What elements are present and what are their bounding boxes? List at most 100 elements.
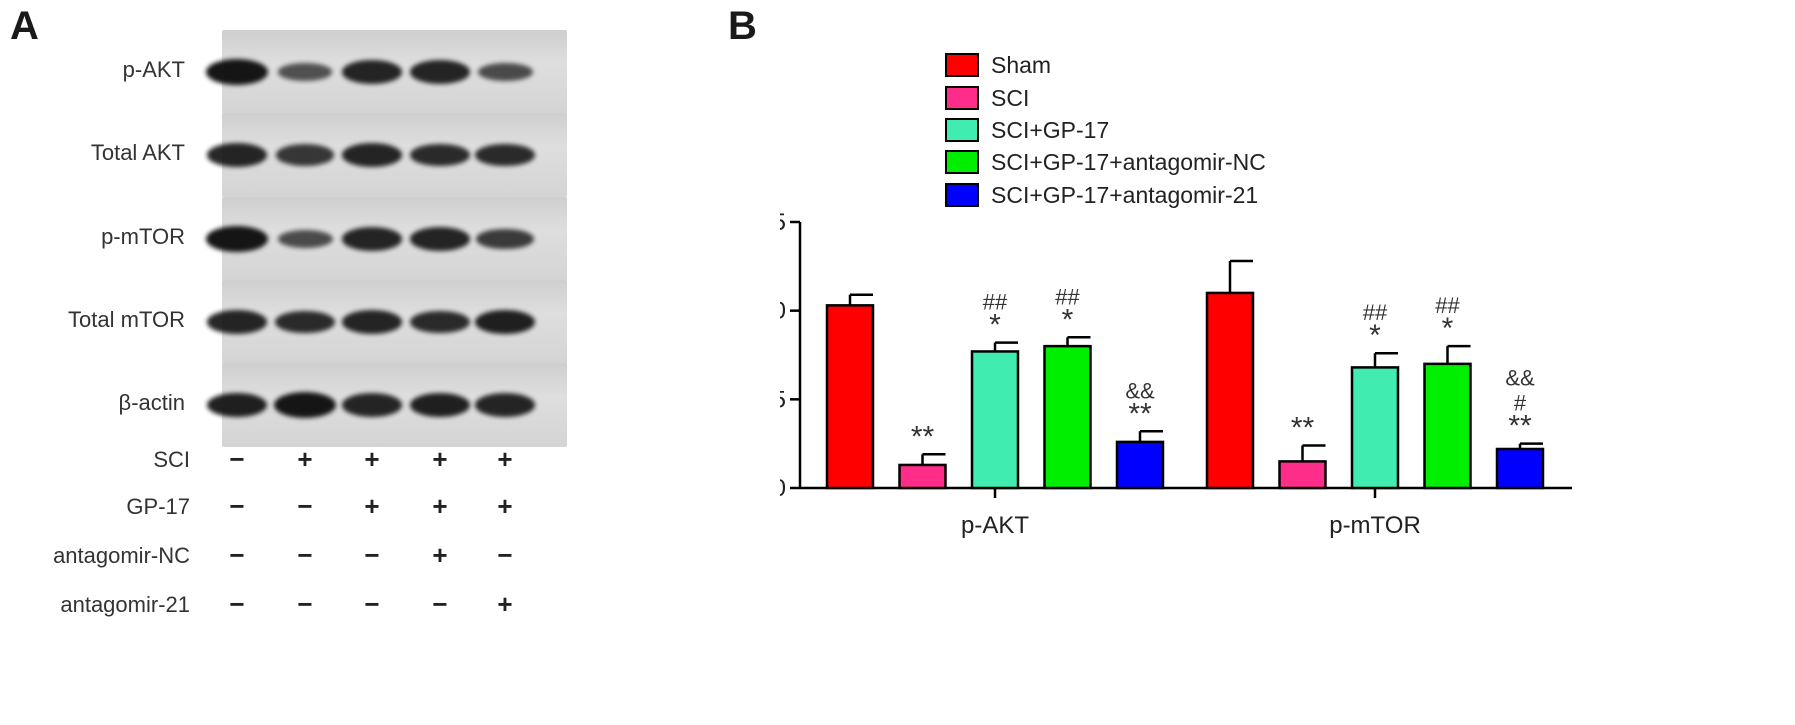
blot-band <box>410 310 470 334</box>
condition-sign: + <box>432 491 448 521</box>
bar-chart: 0.00.51.01.5Relative optical density**##… <box>780 209 1572 539</box>
legend-label: SCI <box>991 84 1030 111</box>
condition-label: antagomir-NC <box>53 543 190 568</box>
legend-item: Sham <box>945 50 1051 80</box>
blot-band <box>274 392 336 418</box>
significance-annotation: * <box>1062 303 1074 336</box>
condition-label: GP-17 <box>126 494 190 519</box>
condition-sign: − <box>229 589 245 619</box>
blot-band <box>276 144 334 166</box>
condition-sign: − <box>364 540 380 570</box>
blot-row-label: Total mTOR <box>68 307 185 332</box>
significance-annotation: # <box>1514 391 1527 416</box>
panel-b-letter: B <box>728 4 757 48</box>
panel-a-letter: A <box>10 4 39 48</box>
condition-sign: − <box>229 491 245 521</box>
significance-annotation: ** <box>1291 411 1315 444</box>
legend-label: SCI+GP-17+antagomir-NC <box>991 148 1266 175</box>
y-tick-label: 1.5 <box>780 209 786 236</box>
x-tick-label: p-mTOR <box>1329 512 1421 539</box>
blot-band <box>206 59 268 85</box>
condition-sign: − <box>229 444 245 474</box>
legend-swatch <box>945 183 979 207</box>
significance-annotation: ** <box>911 420 935 453</box>
blot-strip <box>206 197 567 281</box>
legend-item: SCI+GP-17+antagomir-21 <box>945 180 1258 210</box>
blot-band <box>409 392 471 418</box>
condition-sign: − <box>364 589 380 619</box>
blot-row-label: β-actin <box>118 390 185 415</box>
condition-sign: − <box>297 491 313 521</box>
legend-label: Sham <box>991 51 1052 78</box>
blot-band <box>477 63 533 81</box>
condition-sign: + <box>364 491 380 521</box>
legend-label: SCI+GP-17 <box>991 116 1110 143</box>
significance-annotation: ** <box>1508 410 1532 443</box>
blot-band <box>277 63 333 81</box>
blot-band <box>410 60 470 84</box>
blot-band <box>342 60 402 84</box>
bar <box>1205 291 1255 490</box>
blot-band <box>476 228 534 250</box>
blot-band <box>474 309 536 335</box>
condition-sign: + <box>432 540 448 570</box>
condition-label: antagomir-21 <box>60 592 190 617</box>
condition-sign: + <box>364 444 380 474</box>
legend-swatch <box>945 118 979 142</box>
legend-swatch <box>945 53 979 77</box>
legend-item: SCI+GP-17+antagomir-NC <box>945 147 1266 177</box>
blot-band <box>475 143 535 167</box>
blot-band <box>342 227 402 251</box>
blot-strip <box>206 363 567 447</box>
blot-strip <box>206 30 567 114</box>
significance-annotation: * <box>989 309 1001 342</box>
condition-sign: + <box>497 589 513 619</box>
blot-row-label: Total AKT <box>90 140 185 165</box>
legend-swatch <box>945 86 979 110</box>
blot-band <box>475 393 535 417</box>
significance-annotation: ** <box>1128 397 1152 430</box>
blot-band <box>207 143 267 167</box>
bar <box>970 350 1020 490</box>
blot-band <box>342 310 402 334</box>
bar <box>1115 440 1165 490</box>
blot-row-label: p-mTOR <box>101 224 185 249</box>
significance-annotation: ## <box>1435 293 1460 318</box>
blot-band <box>410 143 470 167</box>
condition-sign: − <box>432 589 448 619</box>
y-tick-label: 0.5 <box>780 386 786 413</box>
blot-band <box>410 227 470 251</box>
legend-swatch <box>945 150 979 174</box>
blot-band <box>277 230 333 248</box>
blot-band <box>342 393 402 417</box>
legend-label: SCI+GP-17+antagomir-21 <box>991 181 1259 208</box>
condition-sign: − <box>497 540 513 570</box>
blot-band <box>206 226 268 252</box>
y-tick-label: 1.0 <box>780 298 786 325</box>
condition-sign: + <box>297 444 313 474</box>
bar <box>1423 362 1472 490</box>
significance-annotation: ## <box>1055 284 1080 309</box>
condition-label: SCI <box>153 447 190 472</box>
bar <box>1278 460 1327 490</box>
significance-annotation: ## <box>1363 300 1388 325</box>
bar <box>1043 344 1092 490</box>
condition-sign: − <box>297 589 313 619</box>
bar <box>1350 366 1400 490</box>
condition-sign: − <box>297 540 313 570</box>
condition-sign: + <box>497 444 513 474</box>
blot-band <box>207 310 267 334</box>
significance-annotation: * <box>1369 319 1381 352</box>
x-tick-label: p-AKT <box>961 512 1029 539</box>
bar <box>825 304 875 490</box>
blot-band <box>206 392 268 418</box>
y-tick-label: 0.0 <box>780 475 786 502</box>
condition-sign: − <box>229 540 245 570</box>
blot-band <box>342 143 402 167</box>
significance-annotation: * <box>1442 312 1454 345</box>
condition-sign: + <box>497 491 513 521</box>
bar <box>898 463 947 490</box>
blot-band <box>275 310 335 334</box>
significance-annotation: && <box>1125 378 1155 403</box>
bar <box>1495 447 1545 490</box>
